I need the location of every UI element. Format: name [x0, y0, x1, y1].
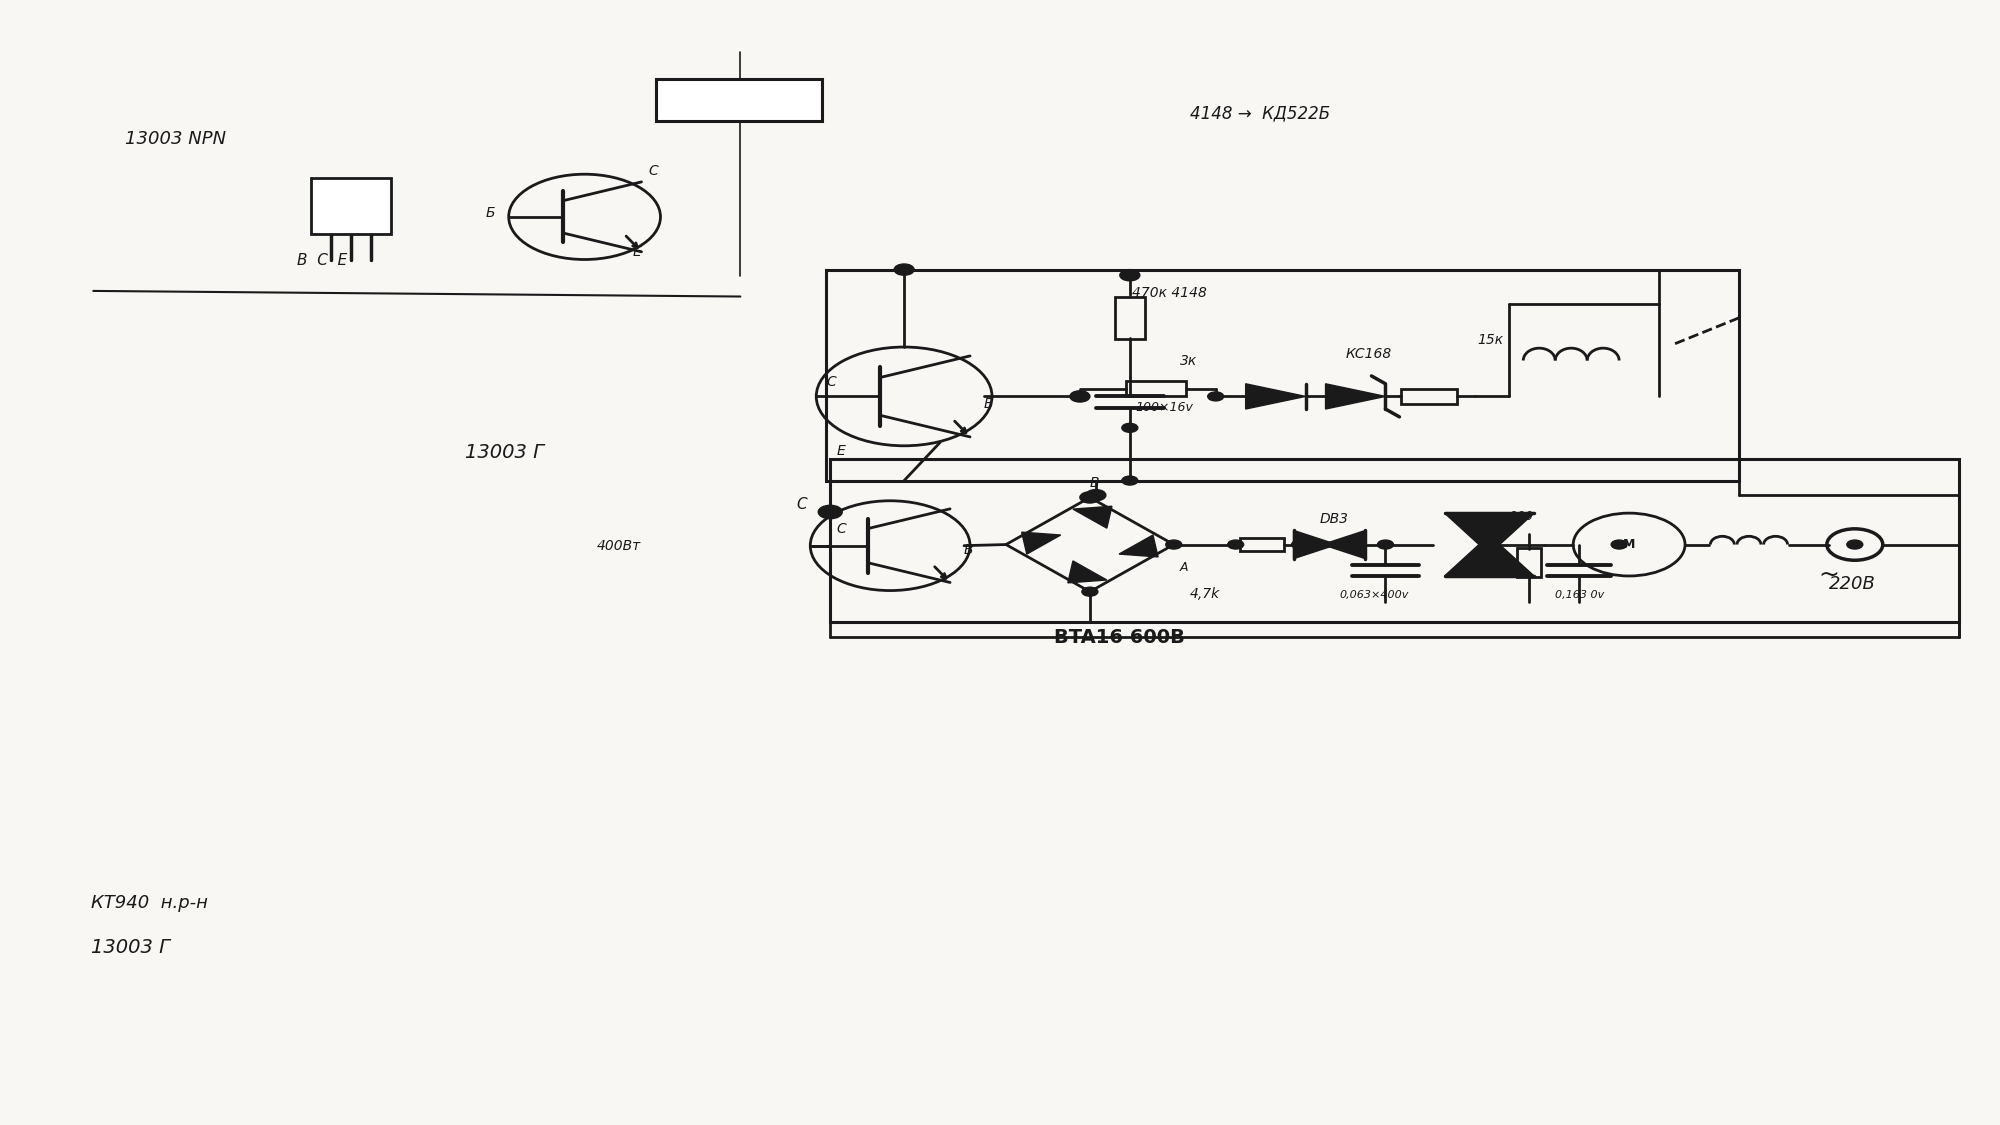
Text: 13003 Г: 13003 Г — [464, 443, 544, 462]
Bar — [1114, 297, 1144, 339]
Text: B: B — [984, 397, 994, 411]
Bar — [1402, 389, 1458, 404]
Polygon shape — [1444, 513, 1534, 554]
Text: 100: 100 — [1510, 510, 1534, 523]
Text: 400Вт: 400Вт — [596, 539, 640, 554]
Text: КТ940  н.р-н: КТ940 н.р-н — [92, 894, 208, 912]
Polygon shape — [1120, 536, 1158, 557]
Bar — [656, 79, 822, 122]
Circle shape — [894, 264, 914, 276]
Text: 220В: 220В — [1828, 575, 1876, 593]
Circle shape — [1612, 540, 1628, 549]
Polygon shape — [1072, 506, 1112, 528]
Polygon shape — [1068, 561, 1106, 583]
Text: Б: Б — [486, 206, 494, 219]
Circle shape — [818, 505, 842, 519]
Text: 4,7k: 4,7k — [1190, 587, 1220, 602]
Text: B: B — [964, 542, 974, 557]
Bar — [826, 270, 1738, 480]
Text: C: C — [796, 496, 806, 512]
Circle shape — [1120, 270, 1140, 281]
Circle shape — [1086, 489, 1106, 501]
Circle shape — [1070, 390, 1090, 402]
Polygon shape — [1022, 532, 1060, 555]
Text: 15к: 15к — [1478, 333, 1504, 346]
Text: BC 540: BC 540 — [708, 91, 768, 109]
Text: КС168: КС168 — [1346, 348, 1392, 361]
Text: 13003 Г: 13003 Г — [92, 938, 170, 957]
Text: 0,063×400v: 0,063×400v — [1340, 591, 1408, 601]
Polygon shape — [1294, 530, 1336, 559]
Circle shape — [1228, 540, 1244, 549]
Circle shape — [1292, 540, 1308, 549]
Circle shape — [1378, 540, 1394, 549]
Text: ~: ~ — [1818, 562, 1840, 586]
Text: M: M — [1622, 538, 1636, 551]
Bar — [1240, 538, 1284, 551]
Text: B  C  E: B C E — [296, 253, 348, 268]
Text: DB3: DB3 — [1320, 512, 1348, 526]
Text: C: C — [826, 376, 836, 389]
Circle shape — [1208, 392, 1224, 400]
Text: B: B — [1090, 476, 1100, 490]
Bar — [1126, 381, 1186, 396]
Polygon shape — [1326, 384, 1386, 410]
Text: 4148 →  КД522Б: 4148 → КД522Б — [1190, 105, 1330, 123]
Text: 100×16v: 100×16v — [1136, 400, 1194, 414]
Circle shape — [1166, 540, 1182, 549]
Circle shape — [1846, 540, 1862, 549]
Polygon shape — [1246, 384, 1306, 410]
Circle shape — [1080, 492, 1100, 503]
Text: E: E — [836, 443, 844, 458]
Bar — [310, 178, 390, 234]
Bar — [830, 459, 1958, 622]
Text: BTA16 600B: BTA16 600B — [1054, 628, 1184, 647]
Polygon shape — [1444, 536, 1534, 576]
Text: A: A — [1180, 561, 1188, 575]
Circle shape — [1082, 587, 1098, 596]
Circle shape — [1122, 476, 1138, 485]
Text: C: C — [836, 522, 846, 537]
Text: E: E — [632, 245, 642, 259]
Text: 470к 4148: 470к 4148 — [1132, 286, 1206, 299]
Text: 0,163 0v: 0,163 0v — [1556, 591, 1604, 601]
Text: C: C — [648, 164, 658, 179]
Text: 3к: 3к — [1180, 354, 1196, 368]
Text: 13003 NPN: 13003 NPN — [126, 129, 226, 147]
Polygon shape — [1322, 530, 1366, 559]
Circle shape — [1122, 423, 1138, 432]
Bar — [1518, 549, 1542, 576]
